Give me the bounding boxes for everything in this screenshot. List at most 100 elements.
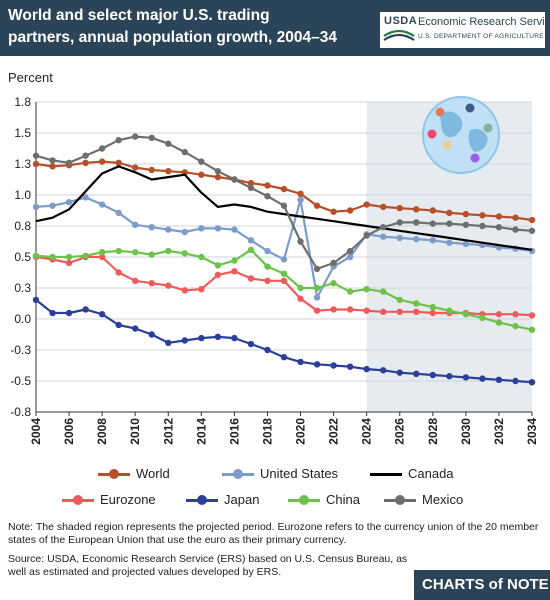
data-point-united-states (264, 247, 271, 255)
data-point-china (280, 270, 288, 277)
person-icon (435, 107, 445, 117)
data-point-china (479, 314, 486, 322)
data-point-japan (214, 333, 222, 341)
data-point-united-states (32, 203, 40, 211)
chart-source: Source: USDA, Economic Research Service … (8, 553, 408, 578)
legend-label-mexico: Mexico (422, 492, 464, 507)
legend-item-eurozone: Eurozone (62, 492, 156, 507)
data-point-world (98, 158, 106, 165)
legend-label-canada: Canada (408, 466, 454, 481)
x-tick-label: 2012 (161, 418, 175, 445)
data-point-eurozone (413, 308, 420, 316)
data-point-mexico (198, 158, 205, 165)
data-point-china (446, 307, 453, 314)
line-chart: 1.8 1.5 1.3 1.0 0.8 0.5 0.3 0.0 -0.3 -0.5 -0.82004… (10, 95, 539, 445)
header-banner: World and select major U.S. trading part… (0, 0, 550, 56)
data-point-eurozone (181, 287, 188, 294)
data-point-united-states (346, 253, 354, 261)
x-tick-label: 2006 (62, 418, 76, 445)
data-point-united-states (49, 202, 56, 209)
data-point-eurozone (512, 311, 519, 318)
data-point-mexico (132, 133, 139, 140)
data-point-mexico (231, 176, 238, 183)
data-point-china (380, 288, 387, 295)
data-point-china (98, 249, 106, 256)
usda-logo-icon: USDA (382, 14, 417, 44)
data-point-japan (413, 370, 420, 378)
data-point-eurozone (247, 275, 255, 282)
y-tick-label: 1.0 (14, 188, 31, 202)
series-line-canada (35, 165, 533, 251)
x-tick-label: 2014 (194, 418, 208, 445)
y-tick-label: 1.5 (14, 126, 31, 140)
data-point-united-states (165, 226, 172, 233)
data-point-world (346, 207, 354, 214)
globe-continents-icon (440, 111, 488, 152)
data-point-united-states (247, 237, 255, 244)
data-point-eurozone (346, 306, 354, 313)
data-point-eurozone (396, 308, 403, 316)
y-tick-label: 0.5 (14, 250, 31, 264)
data-point-china (132, 249, 139, 256)
x-tick-label: 2032 (492, 418, 506, 445)
y-tick-label: -0.3 (10, 343, 31, 357)
legend-swatch-world (98, 467, 130, 481)
data-point-japan (98, 311, 106, 318)
data-point-eurozone (313, 307, 321, 314)
data-point-united-states (231, 226, 238, 233)
data-point-china (165, 247, 172, 255)
x-tick-label: 2024 (360, 418, 374, 445)
data-point-mexico (82, 152, 89, 159)
legend-label-united-states: United States (260, 466, 339, 481)
y-tick-label: -0.8 (10, 405, 31, 419)
data-point-world (413, 206, 420, 213)
data-point-united-states (446, 239, 453, 246)
data-point-japan (181, 337, 188, 344)
y-tick-label: 0.8 (14, 219, 31, 233)
y-tick-label: 1.3 (14, 157, 31, 171)
data-point-japan (165, 339, 172, 347)
data-point-eurozone (495, 311, 503, 318)
data-point-japan (82, 306, 89, 313)
usda-emblem-icon (383, 29, 415, 41)
person-icon (427, 129, 437, 139)
data-point-world (380, 203, 387, 211)
data-point-mexico (479, 222, 486, 230)
data-point-eurozone (165, 282, 172, 289)
data-point-world (148, 166, 155, 174)
data-point-china (346, 288, 354, 295)
x-tick-label: 2018 (260, 418, 274, 445)
data-point-mexico (280, 202, 288, 209)
brand-dept: U.S. DEPARTMENT OF AGRICULTURE (418, 33, 544, 40)
data-point-mexico (148, 134, 155, 141)
data-point-japan (198, 334, 205, 342)
y-tick-label: 0.0 (14, 312, 31, 326)
data-point-united-states (98, 201, 106, 208)
data-point-china (198, 253, 205, 261)
legend-item-world: World (98, 466, 170, 481)
data-point-united-states (132, 221, 139, 229)
data-point-world (198, 171, 205, 178)
data-point-united-states (82, 194, 89, 201)
data-point-mexico (413, 219, 420, 226)
data-point-united-states (396, 234, 403, 242)
data-point-eurozone (297, 295, 304, 302)
data-point-eurozone (264, 277, 271, 285)
data-point-mexico (165, 140, 172, 147)
data-point-china (313, 284, 321, 292)
data-point-mexico (495, 223, 503, 231)
data-point-japan (528, 378, 536, 386)
data-point-eurozone (330, 306, 337, 313)
chart-title: World and select major U.S. trading part… (8, 7, 338, 46)
data-point-united-states (198, 225, 205, 232)
data-point-world (264, 182, 271, 189)
data-point-japan (49, 309, 56, 317)
legend-swatch-canada (370, 467, 402, 481)
person-icon (470, 153, 480, 163)
data-point-china (330, 280, 337, 287)
data-point-japan (512, 377, 519, 385)
data-point-japan (132, 325, 139, 332)
y-tick-label: -0.5 (10, 374, 31, 388)
data-point-japan (380, 367, 387, 374)
data-point-eurozone (380, 308, 387, 316)
